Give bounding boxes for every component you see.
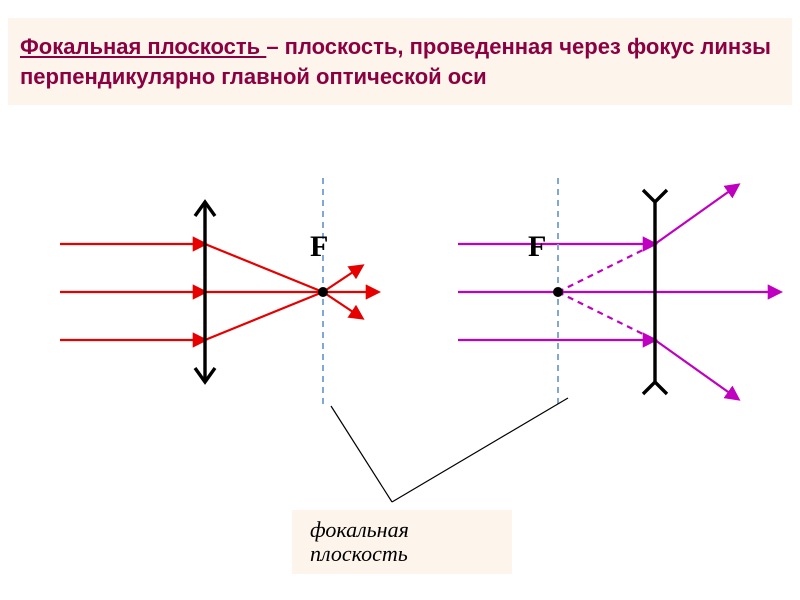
left-ray-bot-out1 — [205, 292, 323, 340]
caption-line1: фокальная — [310, 517, 409, 542]
left-ray-bot-out2 — [323, 266, 362, 292]
left-focal-dot — [318, 287, 328, 297]
caption-line2: плоскость — [310, 541, 408, 566]
focal-label-left: F — [310, 230, 328, 264]
right-virtual-top — [558, 244, 655, 292]
pointer-left — [331, 406, 392, 502]
caption-text: фокальная плоскость — [310, 518, 494, 566]
right-virtual-bot — [558, 292, 655, 340]
right-focal-dot — [553, 287, 563, 297]
left-ray-top-out1 — [205, 244, 323, 292]
focal-label-right: F — [528, 230, 546, 264]
converging-lens-group — [60, 178, 378, 408]
diverging-lens-tip-top — [643, 190, 667, 202]
diverging-lens-tip-bot — [643, 382, 667, 394]
caption-box: фокальная плоскость — [292, 510, 512, 574]
diverging-lens-group — [458, 178, 780, 408]
right-ray-bot-out — [655, 340, 738, 399]
left-ray-top-out2 — [323, 292, 362, 318]
pointer-right — [392, 398, 568, 502]
right-ray-top-out — [655, 185, 738, 244]
